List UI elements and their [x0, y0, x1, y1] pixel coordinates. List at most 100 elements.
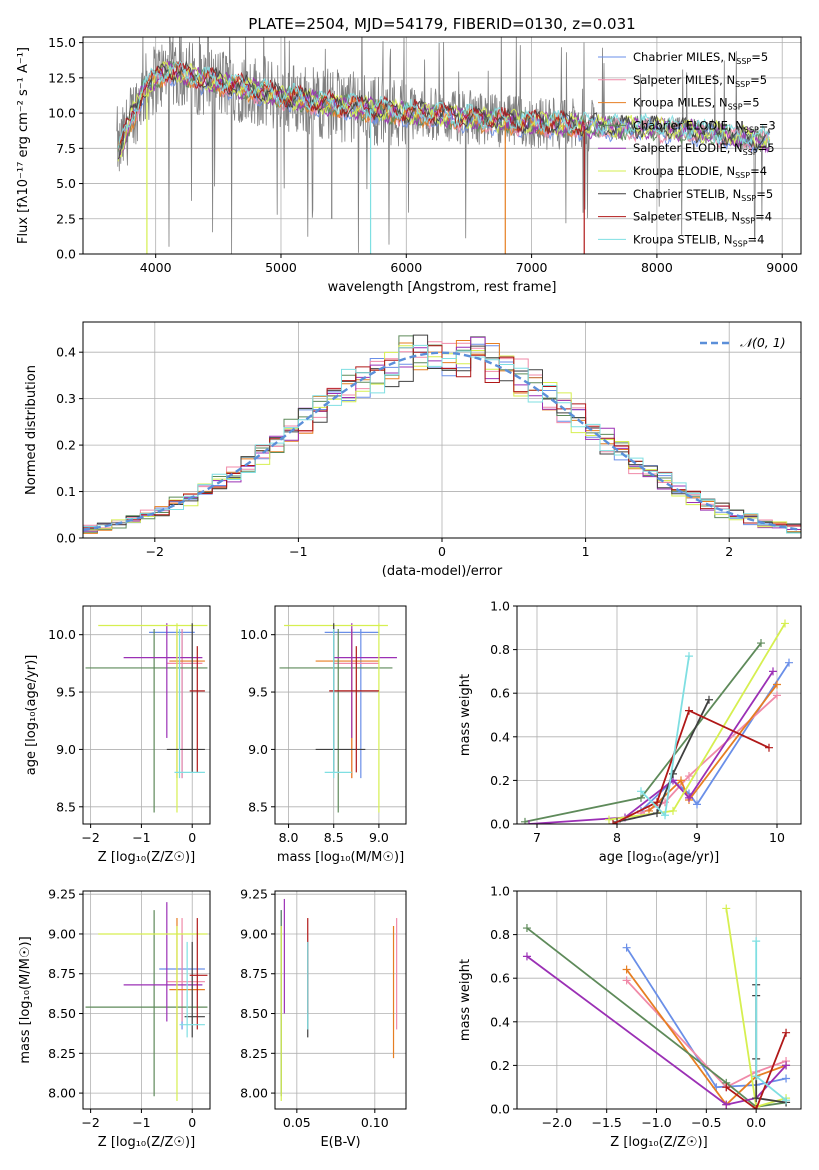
legend-label: Chabrier STELIB, NSSP=5 [633, 187, 773, 203]
x-tick-label: 0 [438, 544, 446, 559]
x-axis-label: Z [log₁₀(Z/Z☉)] [98, 1135, 195, 1150]
errorbar-point [329, 646, 379, 773]
y-tick-label: 9.5 [248, 685, 268, 700]
x-tick-label: 8.0 [279, 830, 299, 845]
legend-model-name: Salpeter ELODIE [633, 141, 727, 155]
y-tick-label: 0.0 [490, 1102, 510, 1117]
legend-label: 𝒩(0, 1) [740, 335, 786, 350]
y-tick-label: 8.50 [48, 1006, 76, 1021]
chart-mass-vs-EBV: 0.05 0.10 8.00 8.25 8.50 8.75 9.00 9.25 E(B-V) [240, 887, 407, 1150]
x-tick-label: −1 [132, 830, 150, 845]
legend-nssp-value: 3 [768, 118, 775, 132]
weight-point-marker [609, 820, 617, 824]
legend-nssp-value: 4 [765, 210, 772, 224]
y-tick-label: 8.25 [48, 1046, 76, 1061]
weight-point-marker [525, 820, 533, 824]
errorbar-point [315, 623, 366, 773]
x-tick-label: −2.0 [542, 1115, 572, 1130]
weight-point-marker [773, 691, 781, 700]
legend-nssp-value: 5 [752, 96, 759, 110]
weight-point-marker [685, 772, 693, 781]
residual-histogram [83, 344, 801, 534]
legend-nssp-value: 5 [760, 73, 767, 87]
gaussian-curve [83, 351, 801, 532]
weight-point-marker [669, 806, 677, 815]
plot-area [83, 334, 801, 534]
plot-area [85, 623, 208, 813]
chart-title: PLATE=2504, MJD=54179, FIBERID=0130, z=0… [248, 15, 635, 33]
weight-point-marker [677, 776, 685, 785]
errorbar-point [123, 623, 203, 738]
x-tick-label: 10 [769, 830, 785, 845]
y-tick-label: 10.0 [240, 627, 268, 642]
errorbar-point [315, 628, 379, 779]
y-axis-label: age [log₁₀(age/yr)] [24, 655, 39, 776]
weight-point-marker [693, 800, 701, 809]
x-axis-label: Z [log₁₀(Z/Z☉)] [98, 850, 195, 865]
y-tick-label: 8.75 [48, 966, 76, 981]
y-tick-label: 0.4 [490, 729, 510, 744]
errorbar-point [98, 623, 208, 813]
x-tick-label: 8.5 [324, 830, 344, 845]
weight-point-marker [752, 937, 761, 946]
y-tick-label: 1.0 [490, 884, 510, 899]
weight-series-line [526, 927, 787, 1108]
x-tick-label: 0.10 [361, 1115, 389, 1130]
y-tick-label: 0.8 [490, 927, 510, 942]
plot-area [522, 904, 791, 1109]
weight-point-marker [782, 1028, 791, 1037]
x-tick-label: 0 [188, 830, 196, 845]
legend-label: Kroupa STELIB, NSSP=4 [633, 232, 765, 248]
weight-point-marker [521, 817, 529, 824]
plot-area [116, 37, 771, 254]
weight-point-marker [765, 743, 773, 752]
x-tick-label: 0.0 [746, 1115, 766, 1130]
legend-model-name: Salpeter MILES [633, 73, 719, 87]
weight-point-marker [685, 706, 693, 715]
x-tick-label: 9000 [766, 260, 798, 275]
y-tick-label: 9.0 [248, 742, 268, 757]
y-tick-label: 0.0 [56, 531, 76, 546]
errorbar-point [189, 646, 205, 773]
y-tick-label: 12.5 [48, 70, 76, 85]
legend-nssp-value: 5 [761, 50, 768, 64]
x-tick-label: 7 [533, 830, 541, 845]
weight-point-marker [605, 815, 613, 824]
weight-point-marker [522, 952, 531, 961]
plot-area [279, 623, 397, 813]
x-tick-label: 1 [582, 544, 590, 559]
weight-point-marker [782, 1096, 791, 1105]
weight-point-marker [669, 769, 677, 778]
weight-point-marker [722, 1083, 731, 1092]
axes-frame [82, 605, 211, 825]
x-axis-label: Z [log₁₀(Z/Z☉)] [610, 1135, 707, 1150]
chart-residuals: −2 −1 0 1 2 0.0 0.1 0.2 0.3 0.4 (data-model)/error… [24, 321, 802, 579]
errorbar-point [189, 918, 208, 1030]
x-tick-label: 8 [613, 830, 621, 845]
y-tick-label: 9.25 [240, 887, 268, 902]
y-tick-label: 8.75 [240, 966, 268, 981]
weight-point-marker [622, 976, 631, 985]
y-tick-label: 0.8 [490, 642, 510, 657]
y-tick-label: 2.5 [56, 211, 76, 226]
weight-point-marker [752, 1105, 761, 1109]
errorbar-point [184, 941, 205, 1038]
errorbar-point [179, 941, 205, 1038]
y-tick-label: 0.6 [490, 971, 510, 986]
legend-model-name: Salpeter STELIB [633, 210, 724, 224]
y-tick-label: 9.5 [56, 685, 76, 700]
legend-model-name: Chabrier ELODIE [633, 118, 728, 132]
x-tick-label: −1 [132, 1115, 150, 1130]
chart-age-vs-mass: 8.0 8.5 9.0 8.5 9.0 9.5 10.0 mass [log₁₀(M/M☉)] [240, 605, 407, 865]
x-axis-label: wavelength [Angstrom, rest frame] [328, 280, 557, 295]
y-tick-label: 10.0 [48, 627, 76, 642]
weight-point-marker [622, 965, 631, 974]
y-tick-label: 0.6 [490, 686, 510, 701]
y-axis-label: Flux [fλ10⁻¹⁷ erg cm⁻² s⁻¹ A⁻¹] [16, 47, 31, 244]
errorbar-point [169, 628, 205, 779]
legend-nssp-value: 4 [760, 164, 767, 178]
y-tick-label: 0.2 [490, 773, 510, 788]
y-tick-label: 8.00 [48, 1086, 76, 1101]
y-tick-label: 0.2 [56, 438, 76, 453]
legend-label: Chabrier ELODIE, NSSP=3 [633, 118, 776, 134]
